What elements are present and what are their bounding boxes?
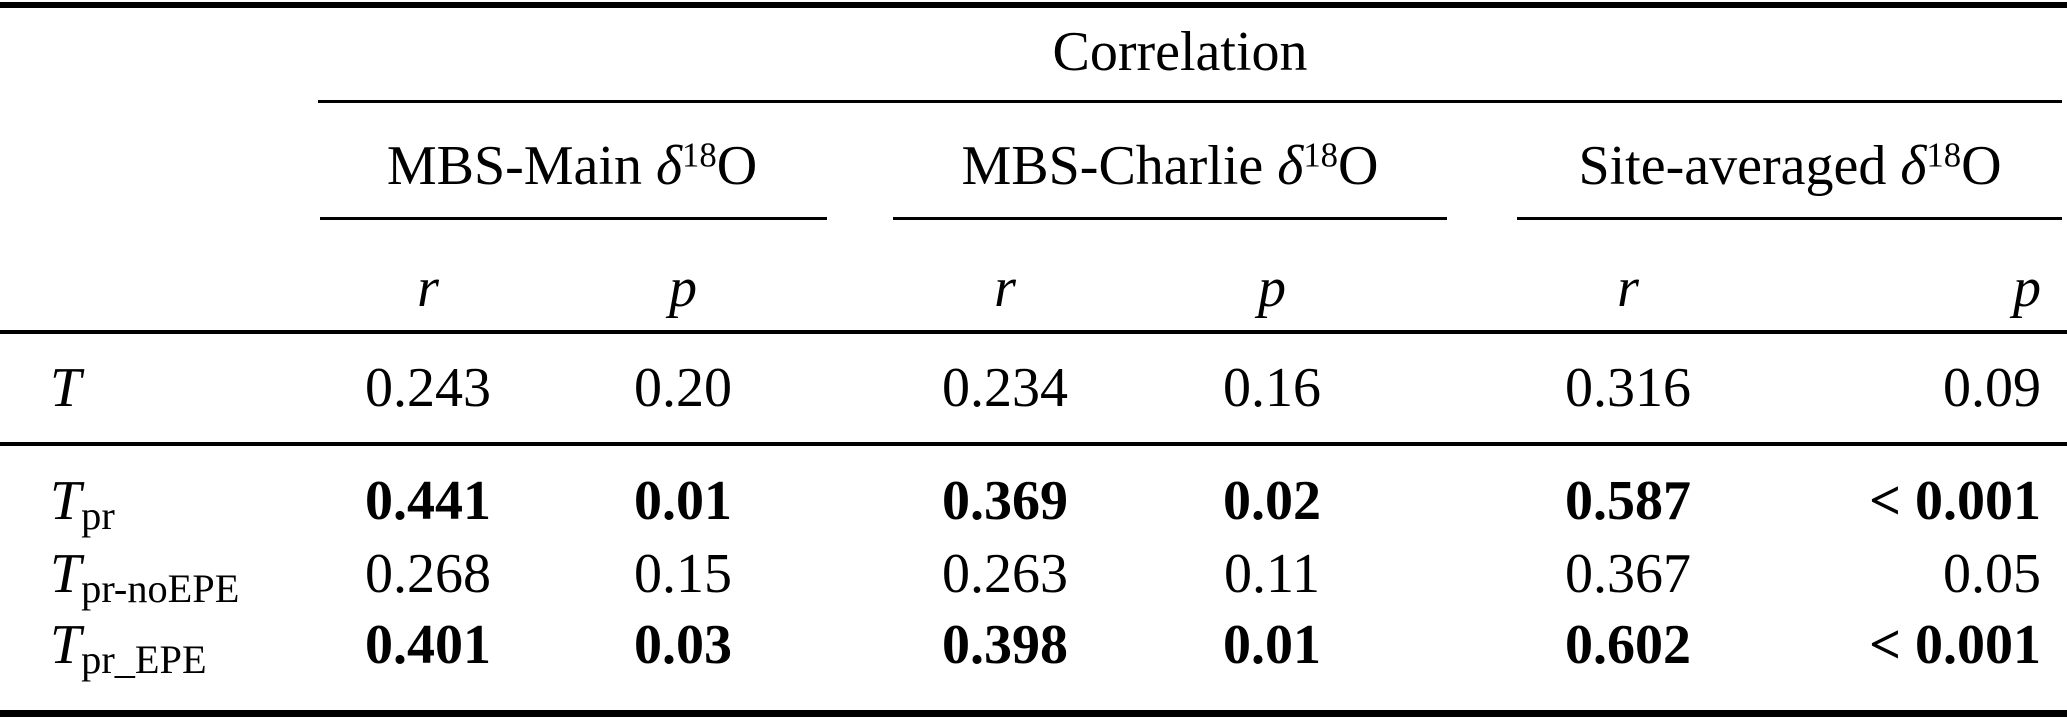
group3-underline [1517,217,2062,220]
subheader-row: r p r p r p [0,253,2067,323]
table-cell: < 0.001 [1869,470,2041,532]
subheader-p3: p [2013,257,2041,319]
top-rule [0,2,2067,8]
row-label-subscript: pr-noEPE [81,566,240,612]
row-label-base: T [50,543,82,605]
table-row-T: T 0.243 0.20 0.234 0.16 0.316 0.09 [0,353,2067,423]
col-group-prefix: MBS-Main [386,135,656,197]
table-cell: 0.01 [634,470,732,532]
table-cell: 0.01 [1223,614,1321,676]
row-label-subscript: pr_EPE [81,637,207,683]
table-cell: 0.602 [1565,614,1691,676]
table-cell: 0.15 [634,543,732,605]
table-cell: 0.243 [365,357,491,419]
row-label-base: T [50,614,82,676]
column-group-row: MBS-Main δ18O MBS-Charlie δ18O Site-aver… [0,131,2067,201]
col-group-prefix: MBS-Charlie [961,135,1278,197]
row-label: T [50,353,81,438]
table-cell: 0.234 [942,357,1068,419]
table-row-Tpr-EPE: Tpr_EPE 0.401 0.03 0.398 0.01 0.602 < 0.… [0,610,2067,682]
row-label-subscript: pr [81,493,115,539]
row-label-base: T [50,357,82,419]
bottom-rule [0,710,2067,717]
section-rule [0,442,2067,446]
table-cell: 0.02 [1223,470,1321,532]
isotope-superscript: 18 [682,135,717,175]
row-label: Tpr-noEPE [50,539,239,624]
element-symbol: O [1338,135,1379,197]
delta-symbol: δ [1277,135,1304,197]
table-cell: 0.09 [1943,357,2041,419]
col-group-site-averaged: Site-averaged δ18O [1578,131,2001,201]
col-group-prefix: Site-averaged [1578,135,1901,197]
row-label: Tpr_EPE [50,610,207,695]
table-cell: < 0.001 [1869,614,2041,676]
delta-symbol: δ [1900,135,1927,197]
isotope-superscript: 18 [1926,135,1962,175]
row-label-base: T [50,470,82,532]
table-cell: 0.263 [942,543,1068,605]
element-symbol: O [716,135,758,197]
table-cell: 0.398 [942,614,1068,676]
table-cell: 0.587 [1565,470,1691,532]
table-row-Tpr: Tpr 0.441 0.01 0.369 0.02 0.587 < 0.001 [0,466,2067,538]
group1-underline [320,217,827,220]
table-cell: 0.369 [942,470,1068,532]
group2-underline [893,217,1447,220]
table-row-Tpr-noEPE: Tpr-noEPE 0.268 0.15 0.263 0.11 0.367 0.… [0,539,2067,611]
table-cell: 0.16 [1223,357,1321,419]
table-cell: 0.268 [365,543,491,605]
element-symbol: O [1961,135,2002,197]
table-cell: 0.367 [1565,543,1691,605]
isotope-superscript: 18 [1303,135,1339,175]
col-group-mbs-main: MBS-Main δ18O [387,131,757,201]
table-cell: 0.20 [634,357,732,419]
delta-symbol: δ [655,135,683,197]
table-cell: 0.401 [365,614,491,676]
table-cell: 0.05 [1943,543,2041,605]
correlation-underline [318,100,2062,103]
subheader-p2: p [1258,257,1286,319]
col-group-mbs-charlie: MBS-Charlie δ18O [962,131,1379,201]
header-body-rule [0,330,2067,334]
title-row: Correlation [0,17,2067,87]
subheader-r3: r [1617,257,1639,319]
table-title: Correlation [1052,21,1308,83]
subheader-r2: r [994,257,1016,319]
row-label: Tpr [50,466,115,551]
table-cell: 0.03 [634,614,732,676]
table-cell: 0.316 [1565,357,1691,419]
table-cell: 0.11 [1224,543,1320,605]
subheader-r1: r [417,257,439,319]
subheader-p1: p [669,257,697,319]
table-cell: 0.441 [365,470,491,532]
